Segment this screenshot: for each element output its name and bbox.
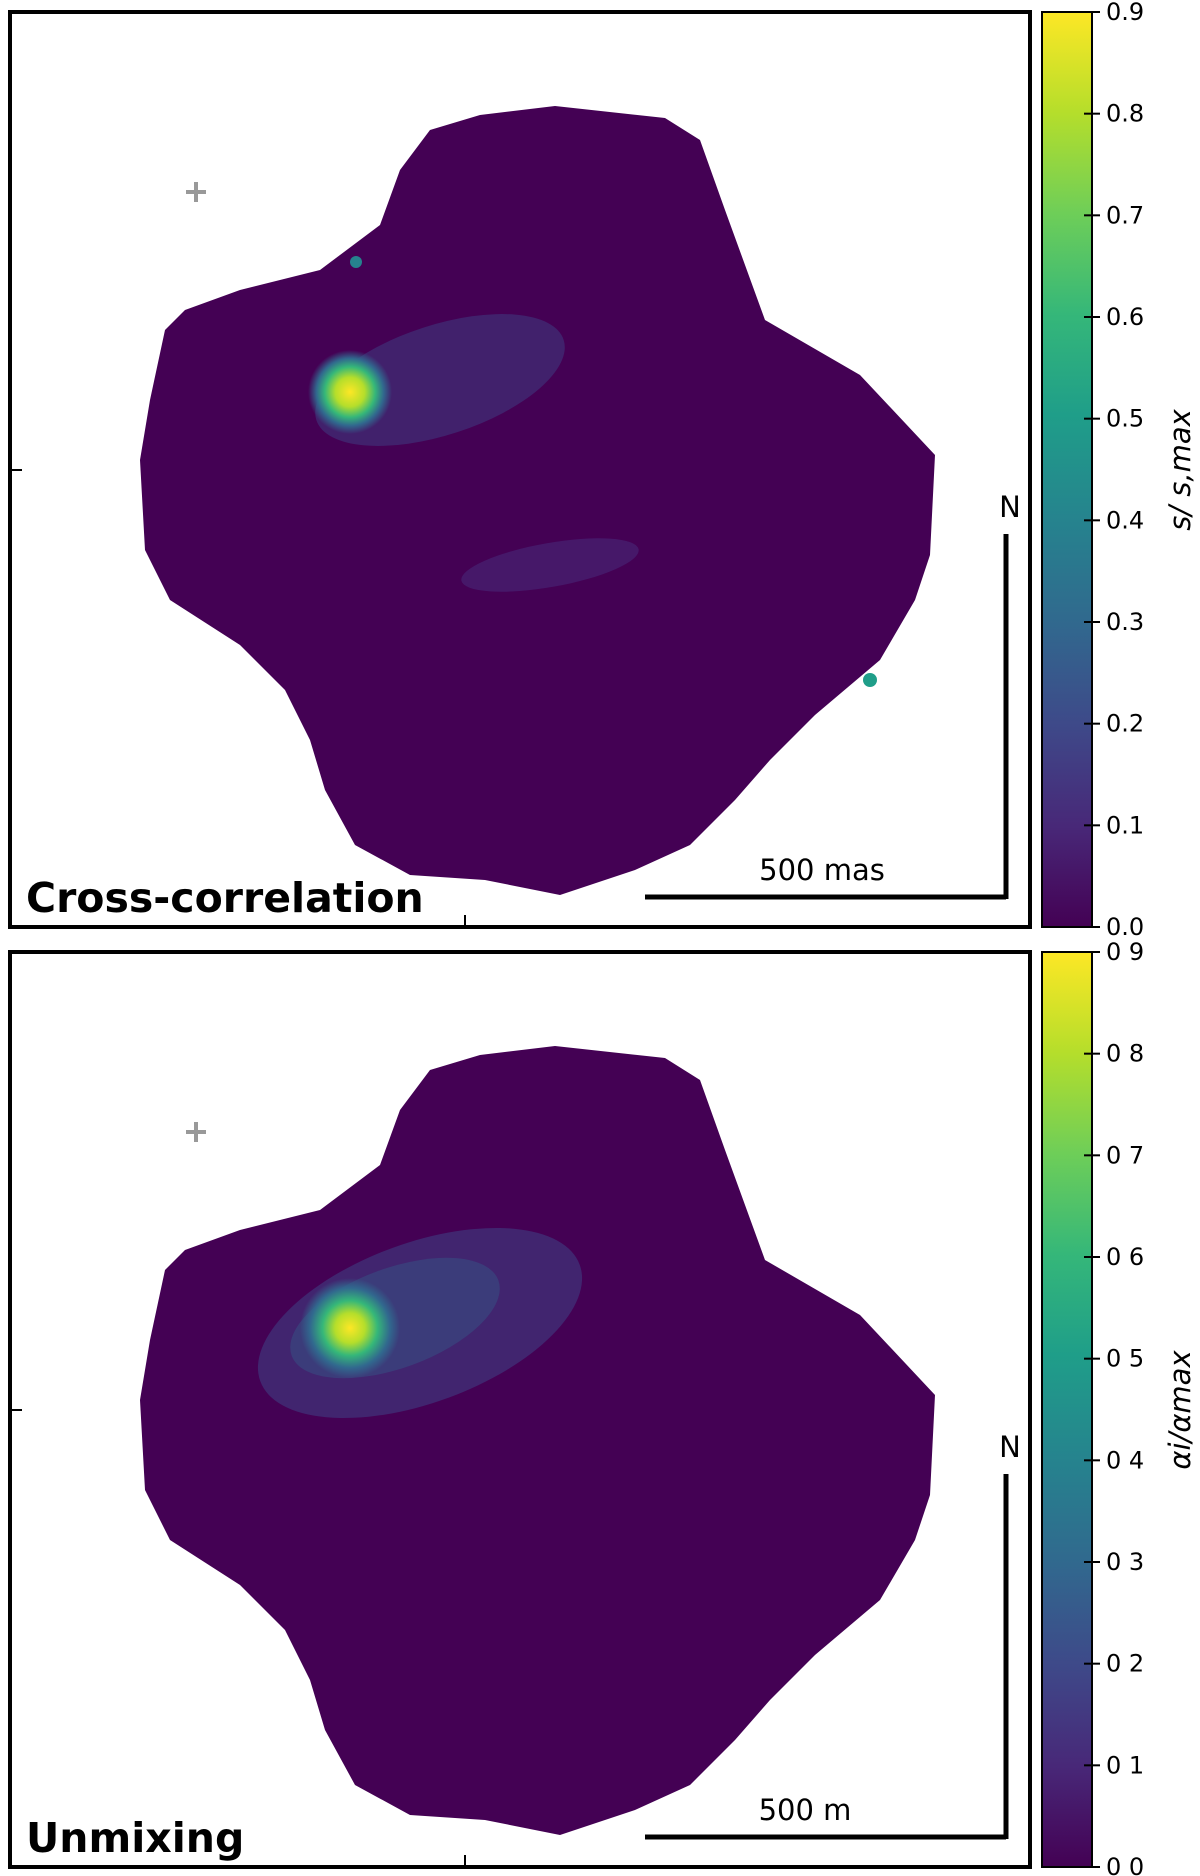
panel-title: Cross-correlation — [26, 874, 424, 922]
colorbar-tick-label: 0 2 — [1106, 1650, 1144, 1678]
pixel-hotspot — [350, 256, 362, 268]
colorbar-tick-label: 0 3 — [1106, 1548, 1144, 1576]
colorbar-tick-label: 0 4 — [1106, 1446, 1144, 1474]
colorbar-tick-label: 0.3 — [1106, 608, 1144, 636]
field-shape — [140, 106, 935, 895]
colorbar-ticks: 0 0 0 1 0 2 0 3 0 4 0 5 0 6 0 7 0 8 0 9 — [1084, 938, 1144, 1876]
scale-bar-label: 500 mas — [759, 853, 885, 887]
colorbar-tick-label: 0.1 — [1106, 811, 1144, 839]
peak-source — [308, 350, 392, 434]
colorbar-tick-label: 0 1 — [1106, 1751, 1144, 1779]
colorbar-tick-label: 0 9 — [1106, 938, 1144, 966]
colorbar-tick-label: 0 8 — [1106, 1040, 1144, 1068]
colorbar-tick-label: 0.8 — [1106, 100, 1144, 128]
colorbar-tick-label: 0 6 — [1106, 1243, 1144, 1271]
panel-title: Unmixing — [26, 1814, 244, 1862]
unmixing-plot: Unmixing 500 m N 0 00 10 20 30 40 50 60 … — [8, 938, 1197, 1876]
colorbar-tick-label: 0 7 — [1106, 1141, 1144, 1169]
colorbar — [1041, 11, 1093, 928]
peak-source — [300, 1278, 400, 1378]
plus-marker — [186, 182, 206, 202]
scale-bar-label: 500 m — [759, 1793, 852, 1827]
colorbar-tick-label: 0 5 — [1106, 1345, 1144, 1373]
colorbar-tick-label: 0.6 — [1106, 303, 1144, 331]
faint-arc — [461, 538, 639, 592]
colorbar-tick-label: 0 0 — [1106, 1853, 1144, 1876]
colorbar-tick-label: 0.2 — [1106, 710, 1144, 738]
pixel-hotspot — [863, 673, 877, 687]
field-shape — [140, 1046, 935, 1835]
north-label: N — [999, 490, 1021, 524]
colorbar-tick-label: 0.4 — [1106, 506, 1144, 534]
cross-correlation-plot: Cross-correlation 500 mas N 0.0 0.1 0.2 0.3… — [8, 0, 1197, 938]
colorbar-tick-label: 0.0 — [1106, 913, 1144, 938]
north-label: N — [999, 1430, 1021, 1464]
plus-marker — [186, 1122, 206, 1142]
colorbar-label: αi/αmax — [1163, 1350, 1197, 1470]
colorbar — [1041, 951, 1093, 1868]
colorbar-tick-label: 0.7 — [1106, 201, 1144, 229]
colorbar-tick-label: 0.5 — [1106, 405, 1144, 433]
colorbar-label: s/ s,max — [1163, 408, 1197, 530]
cross-correlation-panel: Cross-correlation 500 mas N 0.0 0.1 0.2 0.3… — [8, 0, 1197, 938]
colorbar-tick-label: 0.9 — [1106, 0, 1144, 26]
colorbar-ticks: 0.0 0.1 0.2 0.3 0.4 0.5 0.6 0.7 0.8 0.9 — [1084, 0, 1144, 938]
